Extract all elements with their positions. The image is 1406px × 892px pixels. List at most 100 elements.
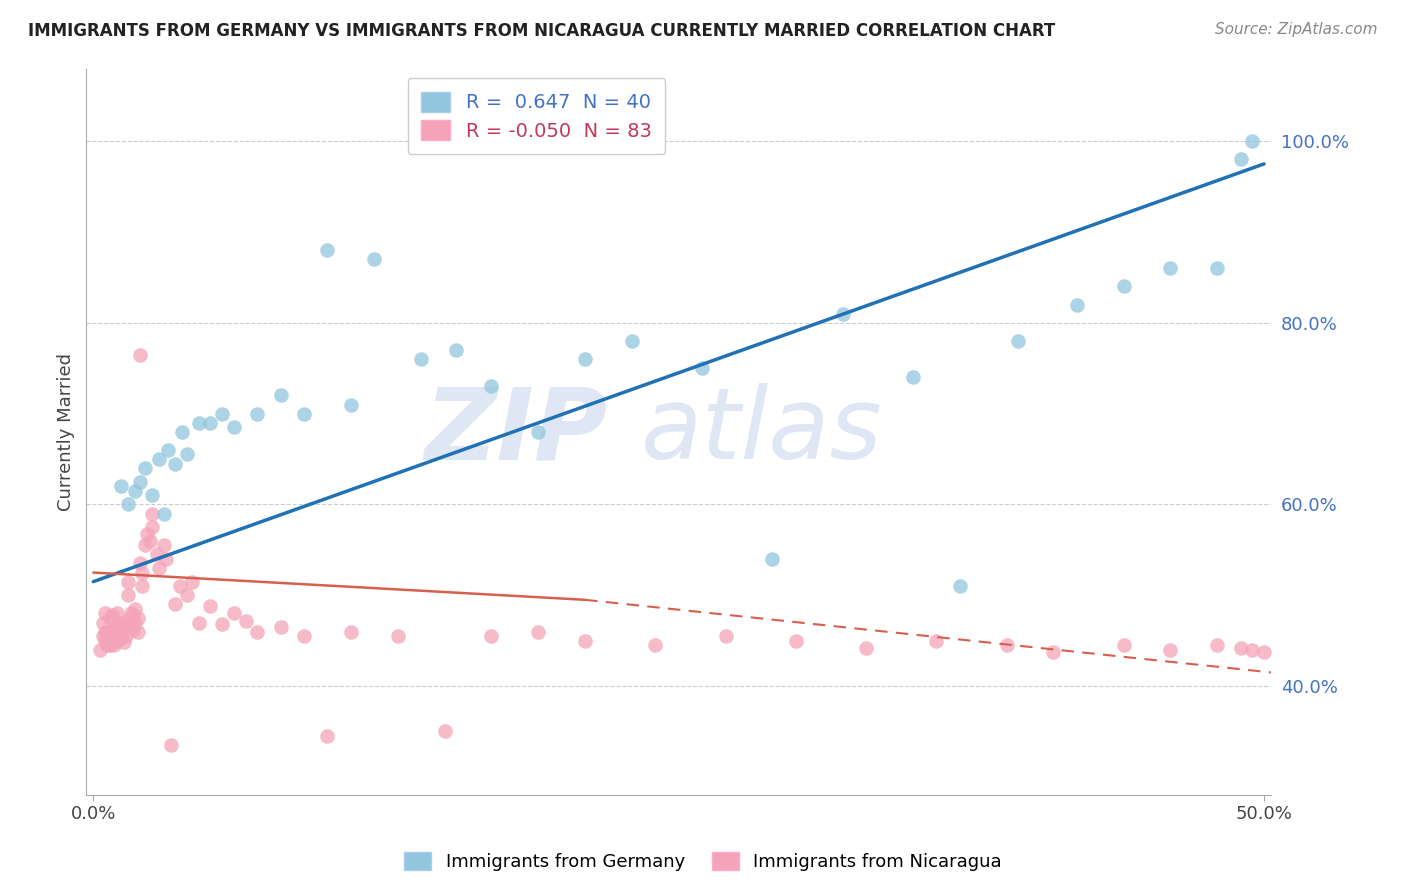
Text: ZIP: ZIP — [425, 384, 607, 480]
Point — [690, 361, 713, 376]
Point — [211, 617, 233, 632]
Point — [1229, 153, 1251, 167]
Point — [180, 574, 202, 589]
Point — [340, 624, 363, 639]
Point — [124, 602, 146, 616]
Point — [1066, 298, 1088, 312]
Point — [89, 642, 111, 657]
Point — [115, 614, 138, 628]
Point — [363, 252, 385, 267]
Point — [620, 334, 643, 348]
Point — [574, 633, 596, 648]
Point — [134, 538, 156, 552]
Point — [96, 638, 118, 652]
Point — [122, 608, 145, 623]
Point — [91, 615, 114, 630]
Point — [246, 407, 269, 421]
Point — [1112, 279, 1135, 293]
Point — [110, 479, 132, 493]
Point — [340, 398, 363, 412]
Point — [141, 507, 163, 521]
Point — [270, 620, 292, 634]
Point — [1159, 261, 1181, 276]
Point — [901, 370, 924, 384]
Point — [222, 607, 245, 621]
Point — [141, 520, 163, 534]
Point — [235, 614, 257, 628]
Point — [148, 452, 170, 467]
Point — [292, 407, 315, 421]
Point — [644, 638, 666, 652]
Point — [200, 416, 222, 430]
Point — [949, 579, 972, 593]
Text: Source: ZipAtlas.com: Source: ZipAtlas.com — [1215, 22, 1378, 37]
Point — [1241, 134, 1264, 148]
Point — [94, 624, 117, 639]
Point — [222, 420, 245, 434]
Point — [995, 638, 1018, 652]
Point — [103, 623, 125, 637]
Point — [152, 507, 174, 521]
Point — [124, 615, 146, 630]
Point — [574, 352, 596, 367]
Point — [117, 498, 139, 512]
Point — [1112, 638, 1135, 652]
Point — [176, 588, 198, 602]
Point — [98, 624, 121, 639]
Point — [157, 442, 180, 457]
Point — [172, 425, 194, 439]
Legend: R =  0.647  N = 40, R = -0.050  N = 83: R = 0.647 N = 40, R = -0.050 N = 83 — [408, 78, 665, 154]
Legend: Immigrants from Germany, Immigrants from Nicaragua: Immigrants from Germany, Immigrants from… — [396, 845, 1010, 879]
Point — [120, 607, 142, 621]
Point — [101, 608, 124, 623]
Point — [103, 638, 125, 652]
Point — [411, 352, 433, 367]
Point — [1253, 644, 1275, 658]
Text: IMMIGRANTS FROM GERMANY VS IMMIGRANTS FROM NICARAGUA CURRENTLY MARRIED CORRELATI: IMMIGRANTS FROM GERMANY VS IMMIGRANTS FR… — [28, 22, 1056, 40]
Point — [446, 343, 468, 357]
Point — [165, 457, 187, 471]
Point — [155, 552, 177, 566]
Point — [176, 448, 198, 462]
Point — [129, 557, 152, 571]
Point — [714, 629, 737, 643]
Point — [292, 629, 315, 643]
Point — [785, 633, 807, 648]
Point — [115, 629, 138, 643]
Point — [127, 611, 149, 625]
Point — [316, 729, 339, 743]
Point — [117, 574, 139, 589]
Point — [122, 623, 145, 637]
Point — [270, 388, 292, 402]
Point — [131, 566, 153, 580]
Point — [761, 552, 783, 566]
Point — [141, 488, 163, 502]
Y-axis label: Currently Married: Currently Married — [58, 353, 75, 511]
Point — [169, 579, 191, 593]
Point — [159, 738, 181, 752]
Point — [1042, 644, 1064, 658]
Point — [479, 629, 502, 643]
Point — [433, 724, 456, 739]
Point — [316, 243, 339, 257]
Point — [94, 607, 117, 621]
Point — [108, 617, 131, 632]
Point — [117, 588, 139, 602]
Point — [527, 425, 550, 439]
Point — [855, 640, 877, 655]
Point — [1241, 642, 1264, 657]
Point — [145, 548, 167, 562]
Point — [129, 475, 152, 489]
Point — [1229, 640, 1251, 655]
Point — [101, 635, 124, 649]
Point — [136, 526, 159, 541]
Point — [105, 620, 128, 634]
Point — [98, 611, 121, 625]
Point — [98, 638, 121, 652]
Point — [124, 483, 146, 498]
Point — [127, 624, 149, 639]
Point — [1206, 638, 1229, 652]
Point — [387, 629, 409, 643]
Point — [120, 620, 142, 634]
Point — [91, 629, 114, 643]
